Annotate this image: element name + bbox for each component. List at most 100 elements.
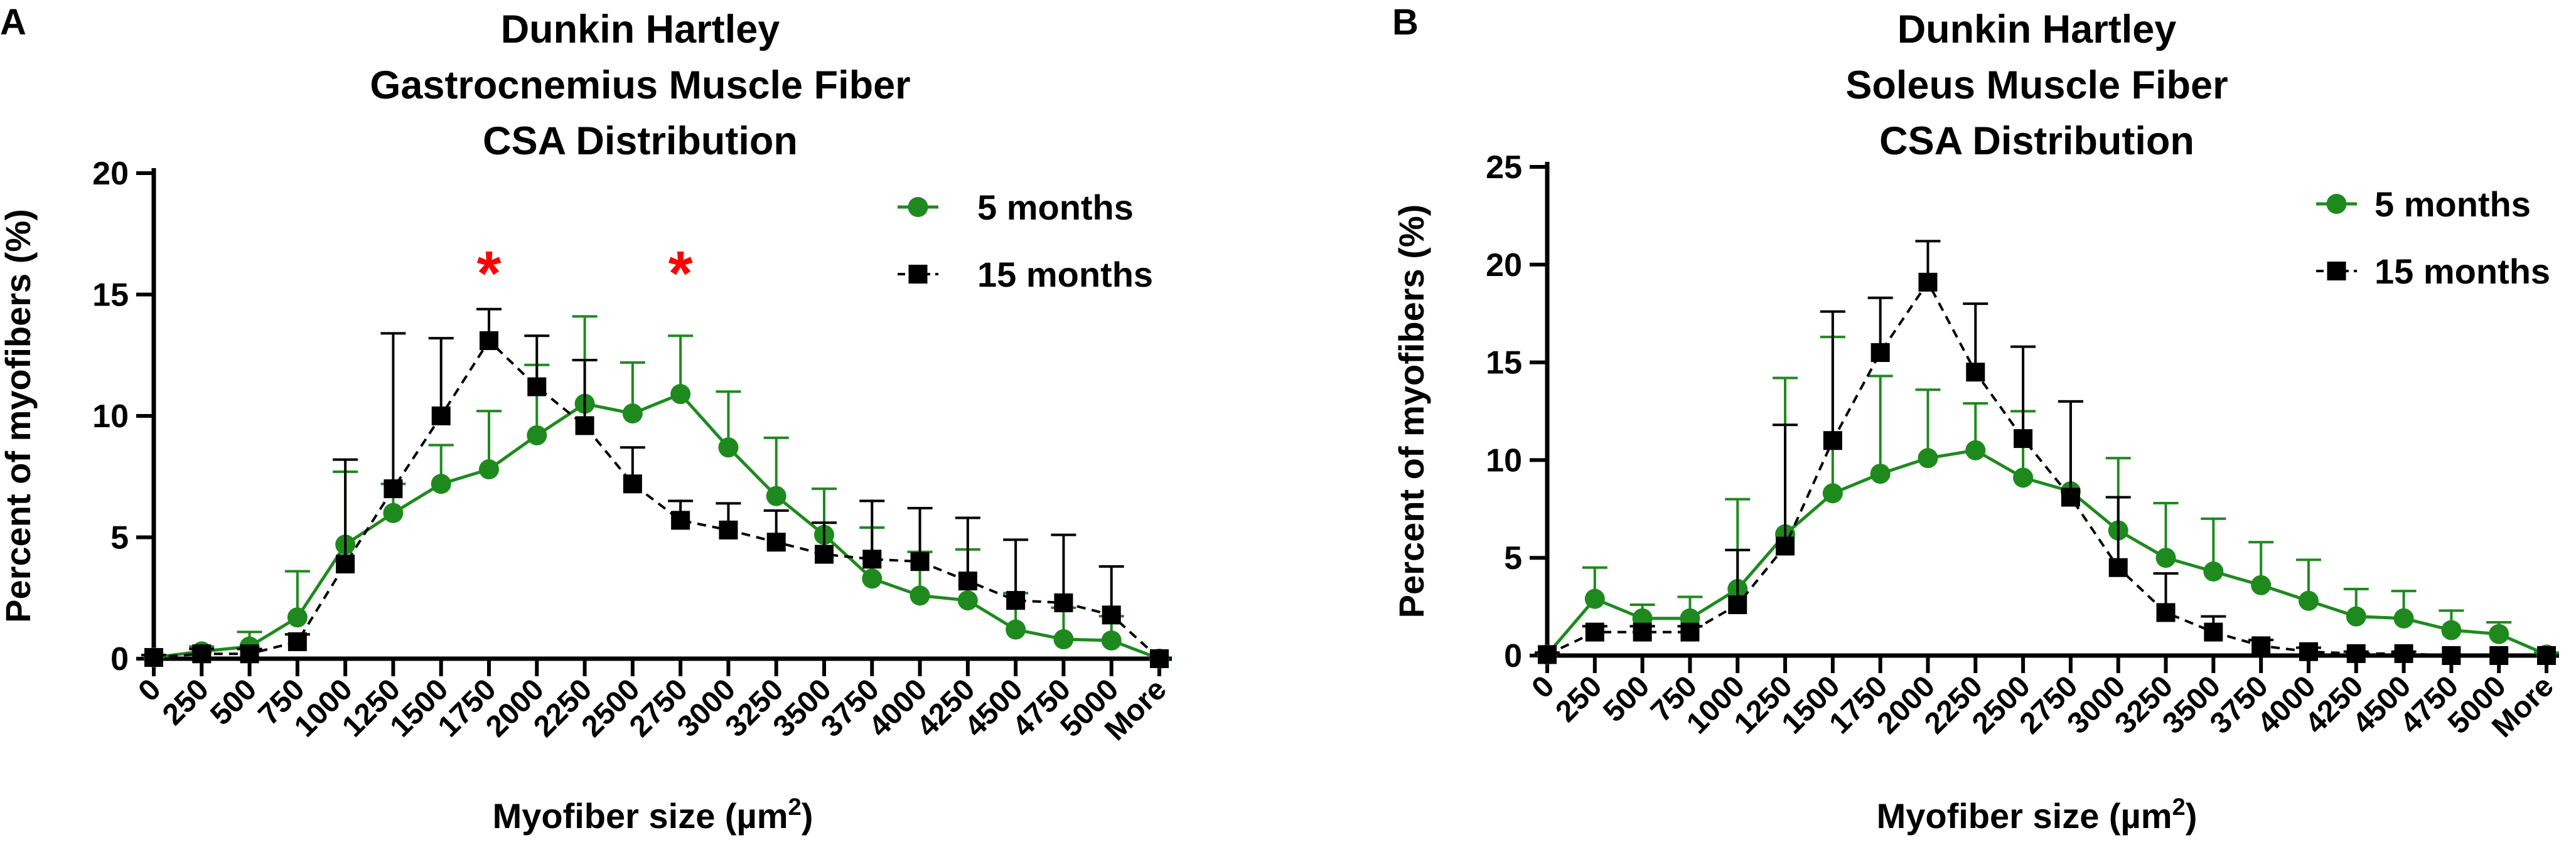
data-point: [1633, 622, 1652, 642]
chart-title-line: Dunkin Hartley: [501, 8, 780, 51]
panel-label: A: [0, 2, 26, 43]
x-axis-label-close: ): [2186, 796, 2198, 836]
data-point: [2204, 622, 2223, 642]
data-point: [719, 520, 738, 539]
data-point: [2251, 636, 2271, 656]
data-point: [1680, 622, 1700, 642]
data-point: [2394, 644, 2413, 663]
data-point: [1822, 483, 1843, 504]
series-line: [153, 392, 1160, 661]
y-tick-label: 0: [1504, 638, 1522, 674]
legend-marker: [2326, 194, 2347, 214]
data-point: [622, 403, 643, 424]
data-point: [815, 545, 834, 564]
data-point: [957, 590, 978, 611]
y-tick-label: 15: [92, 277, 129, 314]
data-point: [1006, 619, 1026, 640]
x-axis-label-superscript: 2: [788, 794, 802, 821]
data-point: [958, 571, 977, 591]
data-point: [2299, 642, 2318, 661]
data-point: [2014, 429, 2033, 449]
data-point: [910, 552, 930, 571]
data-point: [240, 644, 259, 664]
y-tick-label: 10: [1486, 442, 1522, 479]
data-point: [575, 416, 594, 435]
data-point: [1584, 588, 1605, 609]
y-tick-label: 25: [1486, 149, 1522, 186]
data-point: [2489, 624, 2509, 644]
data-point: [1101, 630, 1122, 651]
data-point: [2441, 620, 2462, 640]
data-point: [2393, 608, 2414, 629]
y-tick-label: 15: [1486, 345, 1522, 381]
data-point: [1918, 448, 1938, 469]
legend-label: 5 months: [2375, 184, 2531, 224]
data-point: [1053, 629, 1074, 650]
data-point: [2251, 575, 2272, 595]
data-point: [2013, 467, 2034, 488]
legend: 5 months 15 months: [898, 188, 1153, 294]
data-point: [766, 486, 786, 506]
series-line: [1547, 279, 2546, 657]
x-axis-label: Myofiber size (µm2): [1877, 794, 2198, 836]
data-point: [1870, 343, 1890, 363]
significance-marker: *: [477, 238, 502, 309]
data-point: [1538, 645, 1557, 664]
legend-label: 15 months: [2375, 252, 2550, 291]
legend-marker: [908, 197, 928, 217]
data-point: [910, 585, 930, 606]
data-point: [527, 377, 547, 396]
series-15-months: [1535, 240, 2556, 665]
data-point: [287, 607, 308, 628]
data-point: [623, 474, 642, 494]
data-point: [766, 533, 786, 552]
legend-marker: [2327, 262, 2346, 280]
data-point: [670, 384, 691, 405]
data-point: [2489, 646, 2509, 665]
y-axis-label: Percent of myofibers (%): [1392, 205, 1431, 619]
chart-title-line: Soleus Muscle Fiber: [1845, 63, 2228, 107]
series-5-months: [1535, 336, 2559, 665]
data-point: [1870, 464, 1891, 484]
chart-title-line: CSA Distribution: [1879, 119, 2194, 163]
data-point: [287, 632, 307, 651]
series-line: [1546, 449, 2547, 656]
x-axis-label-close: ): [802, 796, 813, 836]
series-15-months: [141, 307, 1169, 668]
data-point: [480, 331, 498, 351]
chart-panel-b: B Dunkin Hartley Soleus Muscle Fiber CSA Di…: [1392, 2, 2560, 836]
data-point: [1728, 595, 1747, 614]
data-point: [2156, 603, 2176, 622]
x-tick-label: 250: [1549, 669, 1608, 728]
data-point: [1006, 591, 1026, 610]
data-point: [336, 555, 355, 574]
data-point: [383, 502, 404, 523]
chart-title-line: Dunkin Hartley: [1897, 8, 2177, 51]
legend: 5 months 15 months: [2316, 184, 2550, 291]
chart-title-line: CSA Distribution: [483, 119, 798, 163]
legend-label: 5 months: [977, 188, 1134, 227]
x-tick-label: 500: [1597, 669, 1656, 728]
y-axis-label: Percent of myofibers (%): [0, 209, 38, 623]
y-tick-label: 20: [92, 156, 129, 192]
data-point: [718, 437, 739, 458]
data-point: [2346, 606, 2366, 627]
data-point: [2108, 558, 2128, 577]
y-tick-label: 5: [1504, 540, 1522, 577]
data-point: [2298, 590, 2319, 611]
y-tick-label: 10: [92, 398, 129, 435]
data-point: [2203, 561, 2224, 582]
x-tick-label: 250: [156, 672, 215, 731]
data-point: [2442, 646, 2461, 665]
y-tick-label: 5: [110, 520, 129, 556]
y-tick-label: 0: [110, 641, 129, 678]
data-point: [2537, 646, 2556, 665]
data-point: [192, 644, 212, 664]
data-point: [1823, 431, 1842, 450]
data-point: [1585, 622, 1604, 642]
data-point: [1918, 272, 1938, 292]
data-point: [1102, 605, 1121, 625]
data-point: [2155, 548, 2176, 568]
data-point: [862, 568, 883, 589]
